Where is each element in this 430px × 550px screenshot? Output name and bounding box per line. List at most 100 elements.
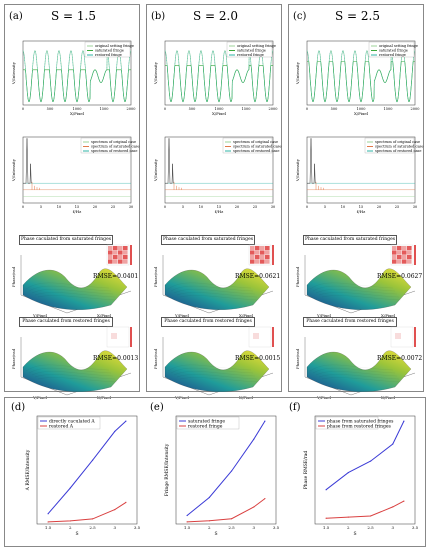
series-line xyxy=(325,420,405,491)
x-tick-label: 10 xyxy=(57,205,61,209)
x-tick-label: 2000 xyxy=(411,107,420,111)
z-axis-label: Phase/rad xyxy=(11,348,16,369)
spectrum-peak xyxy=(307,138,316,184)
saturated-fringe-line xyxy=(307,61,415,103)
panel-label: (a) xyxy=(9,11,23,22)
column-panel: (c) S = 2.5 original setting fringe saturat… xyxy=(288,4,424,400)
x-tick-label: 1000 xyxy=(73,107,82,111)
legend-entry: spectrum of saturated case xyxy=(375,145,423,149)
series-line xyxy=(187,498,266,523)
rmse-label: RMSE=0.0627 xyxy=(377,273,423,280)
y-axis-label: Y/Pixel xyxy=(174,313,190,318)
saturated-fringe-line xyxy=(23,69,131,103)
x-tick-label: 20 xyxy=(93,205,97,209)
x-tick-label: 15 xyxy=(75,205,79,209)
x-tick-label: 15 xyxy=(359,205,363,209)
y-axis-label: Y/Pixel xyxy=(316,313,332,318)
error-map-inset xyxy=(390,244,416,266)
phase-surface xyxy=(306,268,412,310)
x-tick-label: 2.5 xyxy=(228,525,235,530)
legend-entry: original setting fringe xyxy=(379,44,418,48)
legend-entry: spectrum of restored case xyxy=(91,149,137,153)
legend-entry: phase from restored fringes xyxy=(327,424,392,430)
z-axis-label: Phase/rad xyxy=(153,266,158,287)
x-axis-label: f/Hz xyxy=(357,209,365,214)
x-tick-label: 20 xyxy=(235,205,239,209)
column-title: S = 2.0 xyxy=(193,9,238,23)
x-tick-label: 5 xyxy=(40,205,42,209)
data-point xyxy=(369,515,372,517)
spectrum-peak xyxy=(23,138,32,184)
x-tick-label: 1000 xyxy=(215,107,224,111)
data-point xyxy=(47,521,49,523)
x-tick-label: 500 xyxy=(331,107,338,111)
phase-surface xyxy=(164,268,270,310)
data-point xyxy=(403,420,405,422)
y-axis-label: Phase RMSE/rad xyxy=(303,451,309,490)
error-map-inset xyxy=(248,244,274,266)
panel-label: (e) xyxy=(150,402,164,413)
data-point xyxy=(47,513,49,515)
x-tick-label: 3 xyxy=(114,525,117,530)
x-tick-label: 0 xyxy=(22,205,24,209)
data-point xyxy=(114,509,116,511)
y-axis-label: V/Intensity xyxy=(11,61,16,85)
x-tick-label: 30 xyxy=(129,205,133,209)
x-tick-label: 1.5 xyxy=(45,525,52,530)
x-axis-label: X/Pixel xyxy=(381,313,396,318)
data-point xyxy=(91,459,94,461)
legend-entry: spectrum of original case xyxy=(375,140,420,144)
y-axis-label: V/Intensity xyxy=(11,158,16,182)
panel-label: (c) xyxy=(293,11,307,22)
error-map-inset xyxy=(106,326,132,348)
phase-surface xyxy=(22,268,128,310)
x-tick-label: 2000 xyxy=(269,107,278,111)
x-axis-label: X/Pixel xyxy=(97,313,112,318)
column-title: S = 1.5 xyxy=(51,9,96,23)
data-point xyxy=(347,516,349,518)
legend-entry: saturated fringe xyxy=(188,419,225,425)
data-point xyxy=(186,521,188,523)
legend-entry: original setting fringe xyxy=(95,44,134,48)
x-axis-label: f/Hz xyxy=(215,209,223,214)
x-tick-label: 500 xyxy=(47,107,54,111)
rmse-label: RMSE=0.0013 xyxy=(93,355,139,362)
legend-entry: saturated fringe xyxy=(237,49,266,53)
z-axis-label: Phase/rad xyxy=(295,348,300,369)
legend-entry: spectrum of restored case xyxy=(375,149,421,153)
legend-entry: restored fringe xyxy=(95,53,122,57)
y-axis-label: V/Intensity xyxy=(153,61,158,85)
spectrum-peak xyxy=(165,138,174,184)
x-axis-label: S xyxy=(214,531,217,537)
x-tick-label: 2 xyxy=(347,525,350,530)
phase-title-box: Phase caculated from restored fringes xyxy=(161,317,255,327)
x-axis-label: X/Pixel xyxy=(70,111,85,116)
legend-entry: spectrum of original case xyxy=(91,140,136,144)
data-point xyxy=(253,506,255,508)
data-point xyxy=(230,470,233,472)
legend-entry: spectrum of saturated case xyxy=(91,145,139,149)
phase-title-box: Phase caculated from saturated fringes xyxy=(19,235,113,245)
data-point xyxy=(125,420,127,422)
x-axis-label: S xyxy=(353,531,356,537)
x-tick-label: 3 xyxy=(392,525,395,530)
data-point xyxy=(403,500,405,502)
y-axis-label: Y/Pixel xyxy=(32,313,48,318)
y-axis-label: Fringe RMSE/Intensity xyxy=(164,443,170,496)
x-tick-label: 0 xyxy=(306,107,308,111)
rmse-label: RMSE=0.0401 xyxy=(93,273,139,280)
rmse-label: RMSE=0.0072 xyxy=(377,355,423,362)
phase-title-box: Phase caculated from saturated fringes xyxy=(161,235,255,245)
